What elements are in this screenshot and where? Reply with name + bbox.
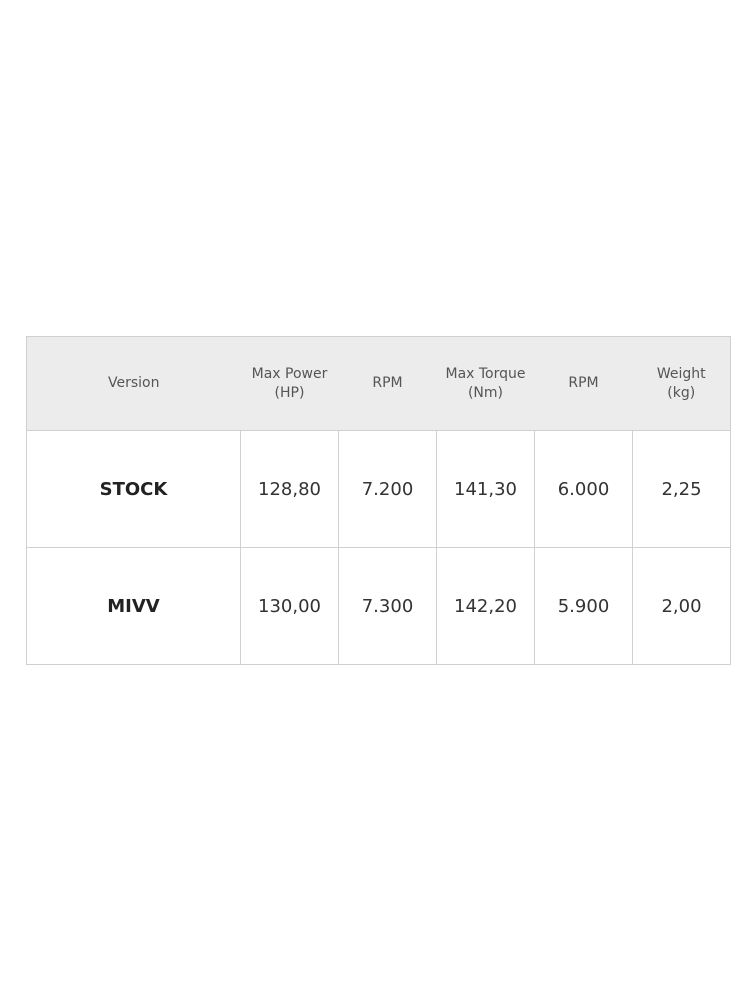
header-label: Version	[108, 375, 160, 391]
header-rpm-power: RPM	[338, 336, 437, 431]
cell-weight: 2,25	[632, 430, 731, 548]
cell-rpm-torque: 5.900	[534, 547, 633, 665]
header-label: RPM	[568, 375, 599, 391]
header-label: Max Power	[251, 365, 328, 382]
header-unit: (HP)	[274, 384, 305, 401]
table-row: STOCK 128,80 7.200 141,30 6.000 2,25	[26, 430, 731, 548]
cell-version: MIVV	[26, 547, 241, 665]
header-label: RPM	[372, 375, 403, 391]
cell-rpm-power: 7.300	[338, 547, 437, 665]
header-max-torque: Max Torque (Nm)	[436, 336, 535, 431]
header-unit: (Nm)	[467, 384, 504, 401]
cell-max-torque: 141,30	[436, 430, 535, 548]
header-weight: Weight (kg)	[632, 336, 731, 431]
cell-version: STOCK	[26, 430, 241, 548]
header-label: Max Torque	[445, 365, 526, 382]
header-version: Version	[26, 336, 241, 431]
cell-weight: 2,00	[632, 547, 731, 665]
cell-max-power: 130,00	[240, 547, 339, 665]
cell-max-torque: 142,20	[436, 547, 535, 665]
header-label: Weight	[656, 365, 706, 382]
table-row: MIVV 130,00 7.300 142,20 5.900 2,00	[26, 547, 731, 665]
cell-rpm-power: 7.200	[338, 430, 437, 548]
cell-rpm-torque: 6.000	[534, 430, 633, 548]
cell-max-power: 128,80	[240, 430, 339, 548]
header-rpm-torque: RPM	[534, 336, 633, 431]
header-row: Version Max Power (HP) RPM Max Torque (Nm)…	[26, 336, 731, 431]
header-unit: (kg)	[667, 384, 696, 401]
specs-table: Version Max Power (HP) RPM Max Torque (Nm)…	[26, 336, 731, 665]
header-max-power: Max Power (HP)	[240, 336, 339, 431]
